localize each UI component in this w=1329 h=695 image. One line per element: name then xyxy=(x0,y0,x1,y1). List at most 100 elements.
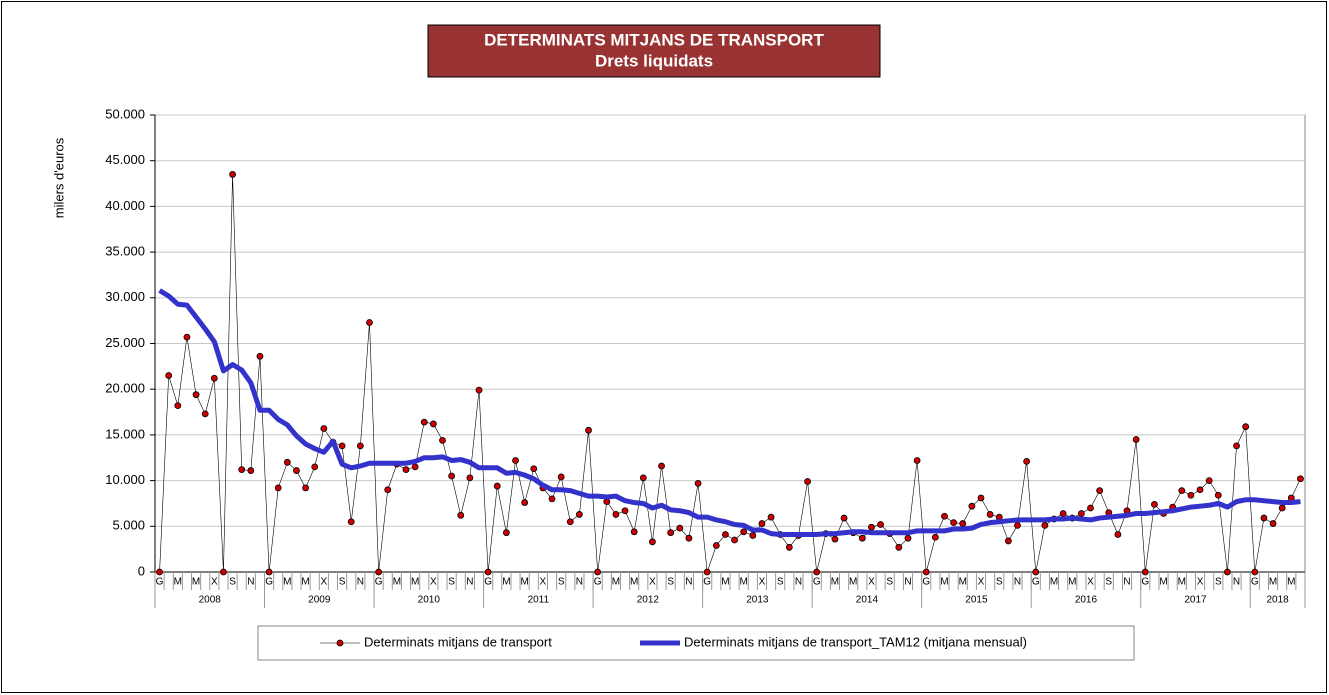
data-point xyxy=(293,467,300,474)
data-point xyxy=(156,568,163,576)
x-tick-label: M xyxy=(283,577,291,588)
data-point xyxy=(1041,521,1049,529)
x-tick-label: N xyxy=(685,577,692,588)
year-label: 2016 xyxy=(1075,595,1098,606)
data-point xyxy=(1059,510,1067,517)
title-box xyxy=(427,24,881,78)
data-point xyxy=(722,531,729,538)
data-point xyxy=(703,568,711,576)
x-tick-label: G xyxy=(156,577,164,588)
data-point xyxy=(1297,475,1304,483)
x-tick-label: S xyxy=(448,577,455,588)
x-tick-label: M xyxy=(1287,577,1295,588)
data-point xyxy=(512,457,519,464)
data-point xyxy=(1251,568,1259,576)
x-tick-label: N xyxy=(795,577,802,588)
data-point xyxy=(758,520,766,527)
data-point xyxy=(274,484,282,492)
y-tick-label: 35.000 xyxy=(105,244,145,259)
data-point xyxy=(220,568,227,576)
data-point xyxy=(311,463,319,471)
legend-box xyxy=(257,625,1135,661)
data-point xyxy=(1096,487,1104,495)
x-tick-label: S xyxy=(886,577,893,588)
data-point xyxy=(639,474,647,482)
x-tick-label: G xyxy=(1141,577,1149,588)
data-point xyxy=(858,534,866,542)
x-tick-label: M xyxy=(393,577,401,588)
x-tick-label: S xyxy=(558,577,565,588)
x-tick-label: X xyxy=(868,577,875,588)
x-tick-label: X xyxy=(211,577,218,588)
data-point xyxy=(913,457,921,464)
data-point xyxy=(676,524,684,532)
data-point xyxy=(411,463,419,471)
x-tick-label: M xyxy=(740,577,748,588)
data-point xyxy=(1114,531,1122,538)
data-point xyxy=(1151,500,1158,508)
x-tick-label: X xyxy=(1197,577,1204,588)
data-point xyxy=(1014,521,1021,529)
data-point xyxy=(977,494,985,502)
data-point xyxy=(475,386,483,394)
data-point xyxy=(840,514,848,522)
data-point xyxy=(384,486,392,494)
data-point xyxy=(366,319,373,326)
x-tick-label: S xyxy=(1215,577,1222,588)
x-tick-label: G xyxy=(1251,577,1259,588)
data-point xyxy=(1187,491,1195,499)
data-point xyxy=(831,535,839,543)
year-label: 2011 xyxy=(528,595,550,606)
data-point xyxy=(457,511,465,519)
data-point xyxy=(1278,504,1286,512)
data-point xyxy=(785,543,793,551)
chart-subtitle: Drets liquidats xyxy=(595,51,713,70)
year-label: 2015 xyxy=(965,595,988,606)
data-point xyxy=(1004,537,1012,545)
x-tick-label: M xyxy=(959,577,967,588)
data-point xyxy=(895,543,903,551)
x-tick-label: M xyxy=(1159,577,1167,588)
data-point xyxy=(229,171,236,178)
y-tick-label: 30.000 xyxy=(105,289,145,304)
data-point xyxy=(986,511,994,518)
x-tick-label: M xyxy=(1178,577,1186,588)
x-tick-label: M xyxy=(520,577,528,588)
data-point xyxy=(466,474,474,482)
x-tick-label: N xyxy=(1014,577,1021,588)
data-point xyxy=(1077,510,1085,517)
data-point xyxy=(320,425,328,432)
data-point xyxy=(174,402,182,410)
data-point xyxy=(420,418,428,426)
data-point xyxy=(484,568,492,576)
data-point xyxy=(767,513,775,521)
data-point xyxy=(1132,436,1140,443)
data-point xyxy=(557,473,565,481)
data-point xyxy=(749,532,757,539)
year-label: 2009 xyxy=(308,595,331,606)
year-label: 2014 xyxy=(856,595,879,606)
x-tick-label: G xyxy=(922,577,930,588)
x-tick-label: X xyxy=(1087,577,1094,588)
data-point xyxy=(667,529,675,537)
x-tick-label: X xyxy=(759,577,766,588)
data-point xyxy=(238,466,246,474)
data-point xyxy=(429,420,437,428)
data-point xyxy=(931,533,939,541)
data-point xyxy=(804,478,811,485)
data-point xyxy=(630,528,638,536)
legend-label: Determinats mitjans de transport xyxy=(364,634,552,649)
year-label: 2013 xyxy=(746,595,769,606)
data-point xyxy=(813,568,821,576)
data-point xyxy=(1087,504,1094,512)
data-point xyxy=(183,333,191,341)
data-point xyxy=(585,426,592,434)
data-point xyxy=(1196,486,1204,494)
data-point xyxy=(247,467,255,474)
x-tick-label: S xyxy=(339,577,346,588)
data-point xyxy=(877,521,884,528)
year-label: 2018 xyxy=(1266,595,1289,606)
x-tick-label: M xyxy=(502,577,510,588)
year-label: 2008 xyxy=(199,595,222,606)
legend-label: Determinats mitjans de transport_TAM12 (… xyxy=(684,634,1027,649)
